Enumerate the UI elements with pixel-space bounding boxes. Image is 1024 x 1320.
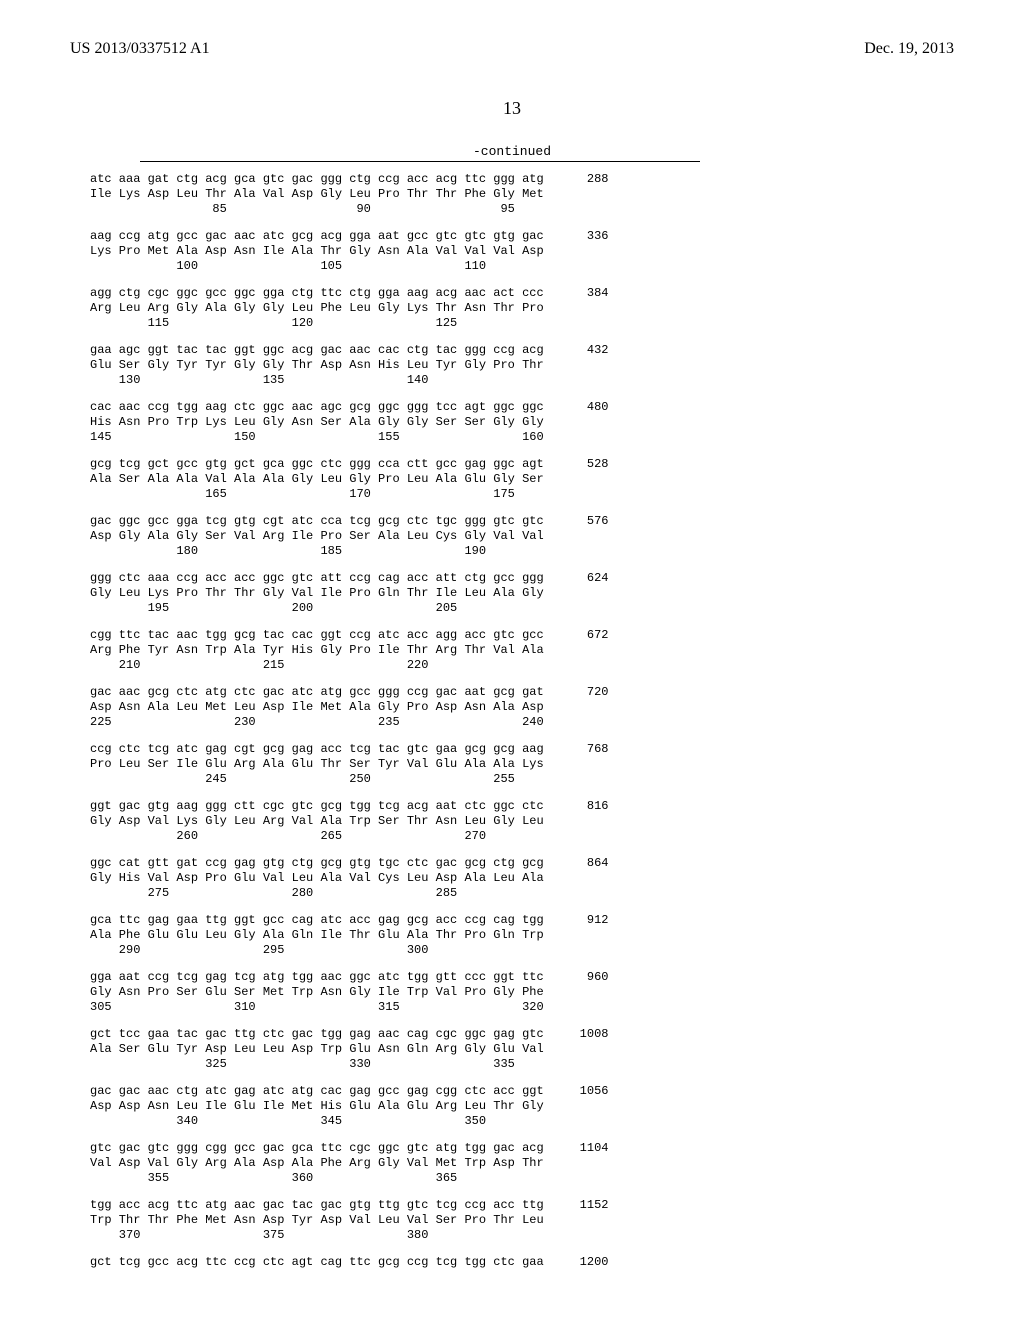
continued-label: -continued (70, 144, 954, 159)
page-container: US 2013/0337512 A1 Dec. 19, 2013 13 -con… (0, 0, 1024, 1320)
sequence-entry: gca ttc gag gaa ttg ggt gcc cag atc acc … (90, 913, 954, 958)
sequence-entry: ggc cat gtt gat ccg gag gtg ctg gcg gtg … (90, 856, 954, 901)
sequence-entry: gct tcc gaa tac gac ttg ctc gac tgg gag … (90, 1027, 954, 1072)
sequence-entry: gac aac gcg ctc atg ctc gac atc atg gcc … (90, 685, 954, 730)
sequence-entry: gct tcg gcc acg ttc ccg ctc agt cag ttc … (90, 1255, 954, 1270)
header-date: Dec. 19, 2013 (864, 40, 954, 58)
sequence-entry: gac gac aac ctg atc gag atc atg cac gag … (90, 1084, 954, 1129)
sequence-entry: gaa agc ggt tac tac ggt ggc acg gac aac … (90, 343, 954, 388)
sequence-entry: tgg acc acg ttc atg aac gac tac gac gtg … (90, 1198, 954, 1243)
page-number: 13 (70, 98, 954, 119)
sequence-entry: ggt gac gtg aag ggg ctt cgc gtc gcg tgg … (90, 799, 954, 844)
sequence-entry: agg ctg cgc ggc gcc ggc gga ctg ttc ctg … (90, 286, 954, 331)
sequence-entry: gga aat ccg tcg gag tcg atg tgg aac ggc … (90, 970, 954, 1015)
sequence-listing: atc aaa gat ctg acg gca gtc gac ggg ctg … (90, 172, 954, 1270)
sequence-entry: gtc gac gtc ggg cgg gcc gac gca ttc cgc … (90, 1141, 954, 1186)
sequence-entry: ggg ctc aaa ccg acc acc ggc gtc att ccg … (90, 571, 954, 616)
sequence-entry: cac aac ccg tgg aag ctc ggc aac agc gcg … (90, 400, 954, 445)
sequence-entry: gac ggc gcc gga tcg gtg cgt atc cca tcg … (90, 514, 954, 559)
sequence-entry: ccg ctc tcg atc gag cgt gcg gag acc tcg … (90, 742, 954, 787)
top-rule (140, 161, 700, 162)
sequence-entry: cgg ttc tac aac tgg gcg tac cac ggt ccg … (90, 628, 954, 673)
page-header: US 2013/0337512 A1 Dec. 19, 2013 (70, 40, 954, 58)
sequence-entry: gcg tcg gct gcc gtg gct gca ggc ctc ggg … (90, 457, 954, 502)
header-pub-number: US 2013/0337512 A1 (70, 40, 210, 58)
sequence-entry: atc aaa gat ctg acg gca gtc gac ggg ctg … (90, 172, 954, 217)
sequence-entry: aag ccg atg gcc gac aac atc gcg acg gga … (90, 229, 954, 274)
